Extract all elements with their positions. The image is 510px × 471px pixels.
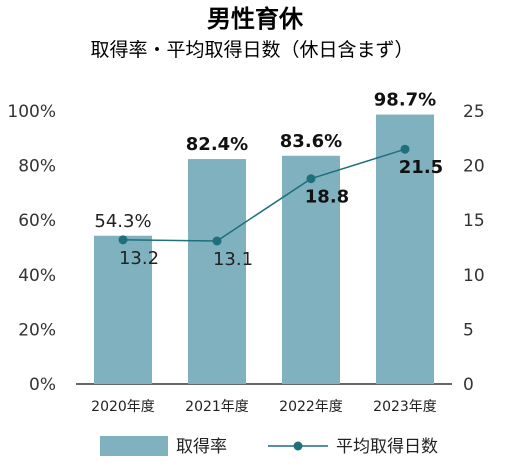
line-point xyxy=(306,174,316,184)
data-labels: 54.3% 82.4% 83.6% 98.7% 13.2 13.1 18.8 21.5 xyxy=(94,90,443,270)
legend-label-bar: 取得率 xyxy=(176,437,227,457)
x-tick-label: 2023年度 xyxy=(373,399,437,415)
bar-value-label: 83.6% xyxy=(280,131,342,152)
line-path xyxy=(122,148,406,242)
legend-label-line: 平均取得日数 xyxy=(336,437,438,457)
y-left-tick-label: 20% xyxy=(18,320,56,340)
y-left-tick-label: 60% xyxy=(18,211,56,231)
axes: 0% 20% 40% 60% 80% 100% 0 5 10 15 20 25 2020年度 2021年度… xyxy=(7,102,484,415)
y-left-tick-label: 40% xyxy=(18,266,56,286)
y-right-tick-label: 20 xyxy=(463,157,485,177)
y-right-tick-label: 25 xyxy=(463,102,485,122)
bar-value-label: 82.4% xyxy=(186,134,248,155)
line-point xyxy=(118,235,128,245)
bar-value-label: 98.7% xyxy=(374,90,436,111)
legend: 取得率 平均取得日数 xyxy=(100,436,438,457)
y-left-tick-label: 0% xyxy=(29,375,56,395)
bar xyxy=(188,159,246,384)
line-value-label: 13.1 xyxy=(213,249,253,270)
line-point xyxy=(400,144,410,154)
line-value-label: 18.8 xyxy=(305,187,349,208)
line-value-label: 13.2 xyxy=(119,248,159,269)
bar xyxy=(282,155,340,384)
y-right-tick-label: 15 xyxy=(463,211,485,231)
line-point xyxy=(212,236,222,246)
x-tick-label: 2022年度 xyxy=(279,399,343,415)
bar xyxy=(94,235,152,384)
y-right-tick-label: 0 xyxy=(463,375,474,395)
x-tick-label: 2021年度 xyxy=(185,399,249,415)
y-left-tick-label: 100% xyxy=(7,102,56,122)
legend-swatch-marker xyxy=(293,441,303,451)
x-tick-label: 2020年度 xyxy=(91,399,155,415)
line-series xyxy=(118,144,410,246)
y-right-tick-label: 5 xyxy=(463,320,474,340)
legend-swatch-bar xyxy=(100,436,168,456)
chart-title: 男性育休 xyxy=(207,5,304,33)
bar xyxy=(376,114,434,384)
y-left-tick-label: 80% xyxy=(18,157,56,177)
line-value-label: 21.5 xyxy=(399,157,443,178)
bars xyxy=(94,114,434,384)
y-right-tick-label: 10 xyxy=(463,266,485,286)
bar-value-label: 54.3% xyxy=(94,211,151,232)
chart-subtitle: 取得率・平均取得日数（休日含まず） xyxy=(90,39,413,61)
